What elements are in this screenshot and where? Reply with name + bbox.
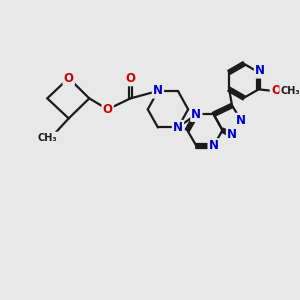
Text: N: N <box>236 114 246 127</box>
Text: O: O <box>103 103 113 116</box>
Text: O: O <box>64 72 74 85</box>
Text: N: N <box>173 121 183 134</box>
Text: N: N <box>255 64 265 77</box>
Text: O: O <box>271 84 281 97</box>
Text: CH₃: CH₃ <box>280 86 300 96</box>
Text: O: O <box>125 72 136 85</box>
Text: N: N <box>209 140 219 152</box>
Text: N: N <box>153 85 163 98</box>
Text: CH₃: CH₃ <box>38 133 58 142</box>
Text: N: N <box>191 108 201 121</box>
Text: N: N <box>227 128 237 141</box>
